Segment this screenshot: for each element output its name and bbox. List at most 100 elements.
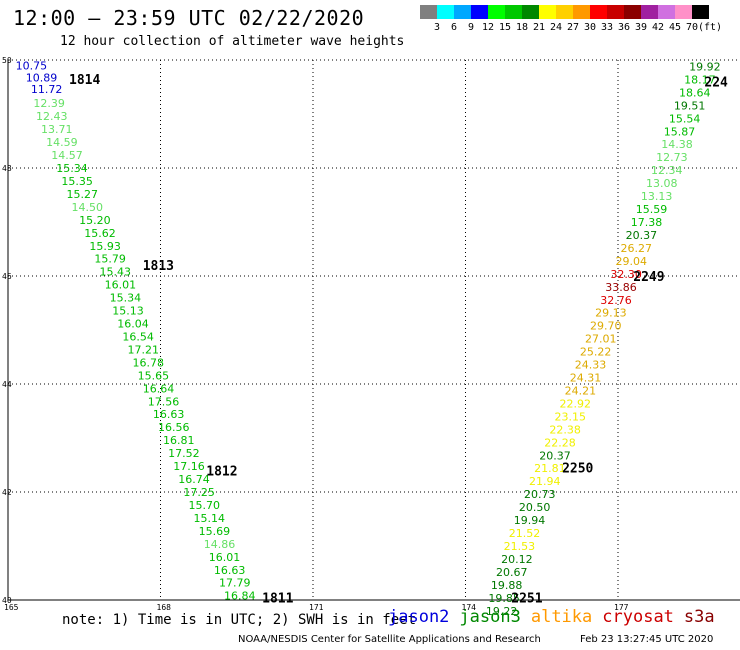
pass-label: 224 — [704, 76, 728, 91]
color-scale-tick-label: 36 — [617, 22, 631, 33]
data-point-label: 15.65 — [138, 369, 170, 382]
color-scale-tick-label: 30 — [583, 22, 597, 33]
color-scale-swatch — [488, 5, 505, 19]
satellite-legend-item: jason3 — [459, 607, 521, 627]
pass-label: 1811 — [262, 591, 293, 606]
data-point-label: 20.73 — [524, 488, 556, 501]
data-point-label: 32.76 — [600, 294, 632, 307]
data-point-label: 11.72 — [31, 83, 63, 96]
color-scale-swatch — [454, 5, 471, 19]
color-scale-tick-label: 15 — [498, 22, 512, 33]
color-scale-tick-label: 12 — [481, 22, 495, 33]
color-scale-tick-label: 42 — [651, 22, 665, 33]
data-point-label: 15.13 — [112, 305, 144, 318]
data-point-label: 32.30 — [610, 268, 642, 281]
data-point-label: 26.27 — [621, 242, 653, 255]
data-point-label: 12.43 — [36, 110, 67, 123]
data-point-label: 19.85 — [488, 592, 520, 605]
pass-label: 2251 — [511, 591, 542, 606]
x-tick-label: 174 — [462, 603, 477, 612]
x-tick-label: 177 — [614, 603, 629, 612]
x-tick-label: 168 — [157, 603, 172, 612]
data-point-label: 10.75 — [16, 59, 48, 72]
data-point-label: 14.57 — [51, 149, 82, 162]
data-point-label: 14.38 — [661, 138, 693, 151]
data-point-label: 15.69 — [199, 525, 231, 538]
data-point-label: 15.54 — [669, 112, 701, 125]
data-point-label: 15.27 — [66, 188, 98, 201]
color-scale-tick-label: 24 — [549, 22, 563, 33]
data-point-label: 16.63 — [153, 408, 185, 421]
data-point-label: 17.21 — [127, 343, 159, 356]
x-tick-label: 171 — [309, 603, 324, 612]
data-point-label: 21.94 — [529, 475, 561, 488]
data-point-label: 19.22 — [486, 605, 518, 618]
data-point-label: 15.14 — [194, 512, 226, 525]
data-point-label: 19.51 — [674, 99, 706, 112]
data-point-label: 14.50 — [72, 201, 104, 214]
data-point-label: 19.88 — [491, 579, 522, 592]
data-point-label: 17.79 — [219, 577, 251, 590]
data-point-label: 15.59 — [636, 203, 668, 216]
data-point-label: 27.01 — [585, 333, 617, 346]
data-point-label: 16.74 — [178, 473, 210, 486]
data-point-label: 24.21 — [565, 384, 597, 397]
data-point-label: 14.86 — [204, 538, 236, 551]
data-point-label: 17.52 — [168, 447, 200, 460]
color-scale-tick-label: 70 — [685, 22, 699, 33]
satellite-legend-item: altika — [530, 607, 593, 627]
data-point-label: 20.67 — [496, 566, 528, 579]
color-scale-tick-label: 3 — [433, 22, 441, 33]
satellite-legend-item: s3a — [683, 607, 715, 627]
data-point-label: 23.15 — [554, 410, 586, 423]
data-point-label: 16.56 — [158, 421, 190, 434]
data-point-label: 15.93 — [89, 240, 121, 253]
data-point-label: 29.70 — [590, 320, 622, 333]
y-tick-label: 40 — [2, 596, 12, 605]
data-point-label: 20.50 — [519, 501, 551, 514]
data-point-label: 12.73 — [656, 151, 688, 164]
pass-label: 1814 — [69, 73, 100, 88]
color-scale-swatch — [573, 5, 590, 19]
data-point-label: 16.54 — [122, 330, 154, 343]
data-point-label: 15.62 — [84, 227, 116, 240]
data-point-label: 22.92 — [560, 397, 592, 410]
data-point-label: 15.35 — [61, 175, 93, 188]
color-scale-swatch — [420, 5, 437, 19]
color-scale-tick-label: 18 — [515, 22, 529, 33]
data-point-label: 20.12 — [501, 553, 533, 566]
data-point-label: 12.34 — [651, 164, 683, 177]
color-scale-swatch — [505, 5, 522, 19]
data-point-label: 15.87 — [664, 125, 696, 138]
x-tick-label: 165 — [4, 603, 19, 612]
y-tick-label: 44 — [2, 380, 12, 389]
data-point-label: 20.37 — [626, 229, 658, 242]
color-scale-swatch — [607, 5, 624, 19]
data-point-label: 25.22 — [580, 346, 612, 359]
data-point-label: 22.38 — [549, 423, 581, 436]
data-point-label: 17.25 — [183, 486, 215, 499]
satellite-legend-item: jason2 — [388, 607, 450, 627]
pass-label: 2250 — [562, 462, 593, 477]
data-point-label: 16.84 — [224, 590, 256, 603]
pass-label: 1813 — [143, 259, 174, 274]
data-point-label: 33.86 — [605, 281, 637, 294]
data-point-label: 16.78 — [133, 356, 165, 369]
color-scale-swatch — [624, 5, 641, 19]
color-scale-swatch — [692, 5, 709, 19]
data-point-label: 13.71 — [41, 123, 73, 136]
data-point-label: 19.94 — [514, 514, 546, 527]
color-scale-swatch — [471, 5, 488, 19]
pass-label: 2249 — [633, 270, 664, 285]
data-point-label: 20.37 — [539, 449, 571, 462]
data-point-label: 16.01 — [105, 279, 137, 292]
color-scale-tick-label: 45 — [668, 22, 682, 33]
data-point-label: 10.89 — [26, 71, 57, 84]
data-point-label: 14.59 — [46, 136, 78, 149]
data-point-label: 17.16 — [173, 460, 205, 473]
data-point-label: 15.70 — [188, 499, 220, 512]
data-point-label: 21.81 — [534, 462, 566, 475]
data-point-label: 24.31 — [570, 372, 602, 385]
color-scale-swatch — [675, 5, 692, 19]
